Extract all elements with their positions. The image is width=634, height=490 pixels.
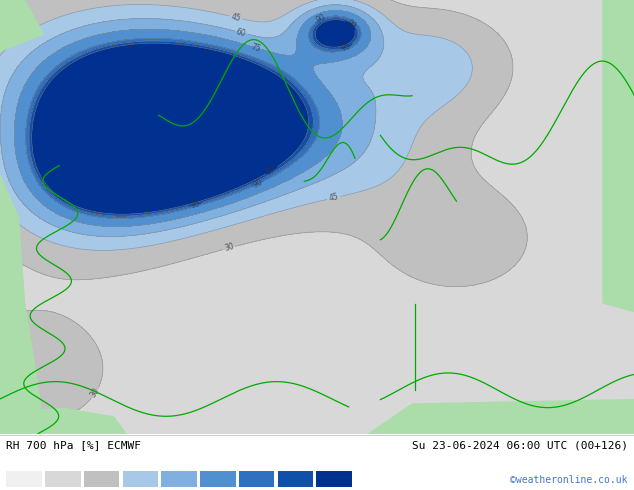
Polygon shape [0,0,44,52]
Text: 90: 90 [251,178,264,190]
Text: Su 23-06-2024 06:00 UTC (00+126): Su 23-06-2024 06:00 UTC (00+126) [411,441,628,450]
Bar [6,471,42,487]
Text: 45: 45 [328,193,339,203]
Bar [239,471,275,487]
Text: 45: 45 [230,12,242,23]
Text: 99: 99 [344,18,358,31]
Text: 90: 90 [314,13,327,25]
Bar [278,471,313,487]
Bar [84,471,119,487]
Bar [161,471,197,487]
Bar [122,471,158,487]
Text: 75: 75 [250,42,262,53]
Text: 30: 30 [16,0,29,7]
Bar [316,471,352,487]
Bar [45,471,81,487]
Text: 60: 60 [235,27,247,38]
Text: ©weatheronline.co.uk: ©weatheronline.co.uk [510,475,628,486]
Bar [200,471,236,487]
Text: 30: 30 [89,386,102,399]
Polygon shape [602,0,634,312]
Text: 95: 95 [340,41,353,53]
Text: 95: 95 [190,199,202,210]
Text: 30: 30 [224,242,235,253]
Polygon shape [368,399,634,434]
Polygon shape [0,408,127,434]
Text: 99: 99 [265,164,278,177]
Text: RH 700 hPa [%] ECMWF: RH 700 hPa [%] ECMWF [6,441,141,450]
Polygon shape [0,173,44,434]
